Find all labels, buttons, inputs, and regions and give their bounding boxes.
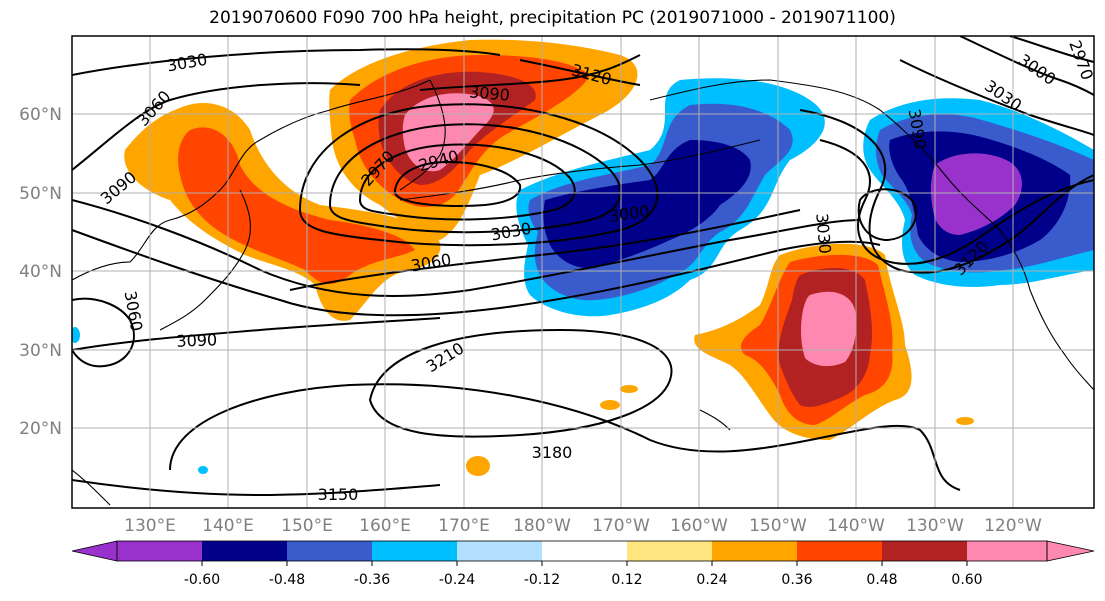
colorbar-segment	[202, 541, 287, 561]
lon-label: 180°W	[513, 516, 571, 536]
lon-label: 150°E	[281, 516, 333, 536]
contour-3090-north	[419, 54, 641, 91]
map-title: 2019070600 F090 700 hPa height, precipit…	[209, 8, 896, 28]
colorbar-tick-label: -0.60	[184, 572, 220, 588]
contour-band-3	[289, 209, 801, 291]
longitude-labels: 130°E 140°E 150°E 160°E 170°E 180°W 170°…	[124, 516, 1042, 536]
contour-west-loop	[72, 297, 135, 368]
positive-anomaly-core-west	[178, 127, 415, 285]
graticule	[72, 36, 1094, 508]
contour-label: 3090	[176, 330, 217, 350]
contour-east-trough-1	[799, 109, 1094, 274]
colorbar-segment	[712, 541, 797, 561]
colorbar-ticks	[201, 561, 968, 566]
lon-label: 140°W	[827, 516, 885, 536]
colorbar-tick-label: 0.36	[781, 572, 812, 588]
lon-label: 130°W	[906, 516, 964, 536]
coastline-asia	[72, 79, 431, 281]
contour-ne-3030	[899, 59, 1094, 136]
map-frame	[71, 35, 1095, 509]
contour-high-3210	[368, 328, 673, 438]
colorbar-segment	[797, 541, 882, 561]
coastline-aleutians	[399, 139, 761, 201]
colorbar-tick-label: -0.36	[354, 572, 390, 588]
positive-anomaly-small-2	[600, 400, 620, 410]
colorbar-segment	[287, 541, 372, 561]
contour-3150	[72, 479, 441, 497]
contour-3030-north	[72, 48, 501, 76]
negative-anomaly-small-2	[72, 327, 80, 343]
colorbar-tick-label: 0.48	[866, 572, 897, 588]
colorbar-tick-label: -0.48	[269, 572, 305, 588]
latitude-labels: 60°N 50°N 40°N 30°N 20°N	[19, 105, 62, 439]
lat-label: 20°N	[19, 419, 62, 439]
lon-label: 130°E	[124, 516, 176, 536]
lat-label: 50°N	[19, 184, 62, 204]
positive-anomaly-max-north	[402, 93, 494, 172]
colorbar-segment	[882, 541, 967, 561]
lon-label: 160°W	[670, 516, 728, 536]
colorbar-tick-label: -0.12	[524, 572, 560, 588]
lon-label: 160°E	[359, 516, 411, 536]
contour-3060-north	[72, 82, 361, 171]
colorbar-segment	[542, 541, 627, 561]
contour-low-ring-2	[328, 123, 622, 234]
colorbar-tick-label: 0.12	[611, 572, 642, 588]
positive-anomaly-small-1	[466, 456, 490, 476]
contour-label: 3150	[318, 485, 359, 504]
coastline-philippines	[72, 469, 111, 506]
positive-anomaly-max-east	[800, 291, 857, 367]
colorbar-extend-low	[71, 540, 118, 562]
negative-anomaly-small-1	[198, 466, 208, 474]
lon-label: 170°W	[592, 516, 650, 536]
lon-label: 120°W	[984, 516, 1042, 536]
colorbar-segment	[457, 541, 542, 561]
lat-label: 40°N	[19, 262, 62, 282]
colorbar-segment	[967, 541, 1047, 561]
coastline-japan	[159, 189, 251, 331]
coastline-alaska	[649, 79, 1001, 231]
colorbar-segment	[372, 541, 457, 561]
colorbar-tick-label: -0.24	[439, 572, 475, 588]
contour-ne-3000	[959, 36, 1094, 96]
colorbar-segment	[627, 541, 712, 561]
lon-label: 170°E	[438, 516, 490, 536]
contour-3120-north	[519, 59, 641, 86]
contour-low-ring-4	[393, 160, 522, 207]
contour-east-trough-3	[857, 188, 917, 242]
colorbar-outline	[116, 540, 1048, 562]
positive-anomaly-small-4	[956, 417, 974, 425]
contour-low-ring-3	[358, 143, 576, 221]
contour-label: 3030	[812, 212, 834, 254]
positive-anomaly-small-3	[620, 385, 638, 393]
colorbar-segment	[117, 541, 202, 561]
contour-band-1	[72, 199, 861, 297]
contour-band-2	[72, 229, 881, 317]
lon-label: 150°W	[749, 516, 807, 536]
colorbar: -0.60 -0.48 -0.36 -0.24 -0.12 0.12 0.24 …	[71, 540, 1095, 588]
negative-anomaly-max-east	[930, 153, 1022, 235]
colorbar-tick-label: 0.60	[951, 572, 982, 588]
lat-label: 60°N	[19, 105, 62, 125]
contour-east-trough-2	[819, 139, 1094, 265]
contour-label: 3090	[468, 82, 510, 104]
coastline-kamchatka	[399, 79, 446, 191]
contour-ne-2970	[1009, 36, 1094, 63]
coastlines	[72, 79, 1094, 506]
lat-label: 30°N	[19, 341, 62, 361]
precip-anomaly-fills	[72, 39, 1094, 476]
contour-low-ring-1	[298, 103, 659, 247]
colorbar-tick-label: 0.24	[696, 572, 727, 588]
colorbar-extend-high	[1046, 540, 1095, 562]
coastline-north-america	[999, 229, 1094, 391]
contour-3180	[169, 383, 961, 491]
contour-band-4	[72, 317, 441, 351]
height-contours	[72, 36, 1094, 497]
contour-label: 3180	[532, 443, 573, 462]
lon-label: 140°E	[202, 516, 254, 536]
